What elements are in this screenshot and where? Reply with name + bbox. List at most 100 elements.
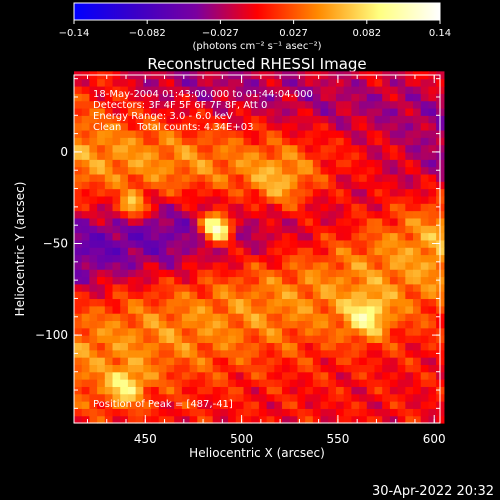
heatmap-cell <box>413 371 422 380</box>
heatmap-cell <box>243 195 252 204</box>
heatmap-cell <box>274 305 283 314</box>
heatmap-cell <box>351 93 360 102</box>
heatmap-cell <box>266 408 275 417</box>
heatmap-cell <box>204 313 214 322</box>
heatmap-cell <box>274 166 283 175</box>
heatmap-cell <box>204 298 214 307</box>
heatmap-cell <box>81 100 91 109</box>
heatmap-cell <box>166 100 175 109</box>
heatmap-cell <box>366 327 376 336</box>
y-tick-label: 0 <box>60 145 68 159</box>
heatmap-cell <box>258 115 268 124</box>
heatmap-cell <box>235 364 245 373</box>
heatmap-cell <box>405 247 414 256</box>
heatmap-cell <box>204 415 214 424</box>
heatmap-cell <box>104 195 114 204</box>
heatmap-cell <box>359 217 368 226</box>
heatmap-cell <box>243 115 252 124</box>
heatmap-cell <box>297 320 306 329</box>
heatmap-cell <box>382 349 391 358</box>
heatmap-cell <box>181 364 191 373</box>
heatmap-cell <box>228 379 237 387</box>
heatmap-cell <box>104 371 114 380</box>
heatmap-cell <box>351 78 360 87</box>
heatmap-cell <box>343 254 352 263</box>
heatmap-cell <box>305 408 314 417</box>
heatmap-cell <box>305 181 314 190</box>
heatmap-cell <box>204 254 214 263</box>
heatmap-cell <box>197 379 206 387</box>
heatmap-cell <box>351 386 360 395</box>
heatmap-cell <box>143 254 152 263</box>
heatmap-cell <box>305 195 314 204</box>
heatmap-cell <box>197 181 206 190</box>
heatmap-cell <box>413 342 422 351</box>
heatmap-cell <box>166 232 175 241</box>
heatmap-cell <box>251 217 260 226</box>
heatmap-cell <box>297 137 306 146</box>
heatmap-cell <box>297 371 306 380</box>
heatmap-cell <box>359 371 368 380</box>
heatmap-cell <box>382 203 391 212</box>
heatmap-cell <box>274 232 283 241</box>
heatmap-cell <box>212 100 221 109</box>
heatmap-cell <box>151 254 160 263</box>
heatmap-cell <box>343 188 352 197</box>
heatmap-cell <box>89 159 98 168</box>
heatmap-cell <box>174 415 183 424</box>
heatmap-cell <box>359 313 368 322</box>
heatmap-cell <box>166 247 175 256</box>
heatmap-cell <box>189 181 198 190</box>
heatmap-cell <box>258 342 268 351</box>
heatmap-cell <box>235 371 245 380</box>
heatmap-cell <box>397 379 406 387</box>
heatmap-cell <box>120 203 129 212</box>
heatmap-cell <box>251 100 260 109</box>
heatmap-cell <box>397 335 406 344</box>
heatmap-cell <box>413 283 422 292</box>
heatmap-cell <box>81 195 91 204</box>
heatmap-cell <box>166 159 175 168</box>
heatmap-cell <box>258 166 268 175</box>
heatmap-cell <box>166 166 175 175</box>
heatmap-cell <box>382 100 391 109</box>
heatmap-cell <box>374 393 383 402</box>
heatmap-cell <box>359 93 368 102</box>
heatmap-cell <box>397 151 406 160</box>
heatmap-cell <box>251 357 260 365</box>
heatmap-cell <box>174 239 183 248</box>
heatmap-cell <box>266 85 275 94</box>
heatmap-cell <box>274 364 283 373</box>
heatmap-cell <box>151 261 160 270</box>
heatmap-cell <box>374 115 383 124</box>
heatmap-cell <box>389 401 399 409</box>
heatmap-cell <box>174 137 183 146</box>
heatmap-cell <box>289 291 299 300</box>
heatmap-cell <box>382 276 391 285</box>
heatmap-cell <box>397 188 406 197</box>
heatmap-cell <box>382 415 391 424</box>
heatmap-cell <box>220 195 229 204</box>
heatmap-cell <box>220 335 229 344</box>
heatmap-cell <box>374 173 383 182</box>
heatmap-cell <box>397 357 406 365</box>
heatmap-cell <box>343 144 352 153</box>
heatmap-cell <box>158 203 168 212</box>
heatmap-cell <box>81 247 91 256</box>
heatmap-cell <box>81 313 91 322</box>
heatmap-cell <box>420 401 430 409</box>
heatmap-cell <box>320 357 329 365</box>
heatmap-cell <box>274 203 283 212</box>
heatmap-cell <box>359 181 368 190</box>
heatmap-cell <box>212 401 221 409</box>
heatmap-cell <box>81 93 91 102</box>
heatmap-cell <box>181 137 191 146</box>
heatmap-cell <box>97 379 106 387</box>
heatmap-cell <box>158 151 168 160</box>
heatmap-cell <box>374 291 383 300</box>
heatmap-cell <box>312 217 322 226</box>
heatmap-cell <box>343 415 352 424</box>
heatmap-cell <box>297 100 306 109</box>
heatmap-cell <box>74 386 83 395</box>
heatmap-cell <box>266 298 275 307</box>
